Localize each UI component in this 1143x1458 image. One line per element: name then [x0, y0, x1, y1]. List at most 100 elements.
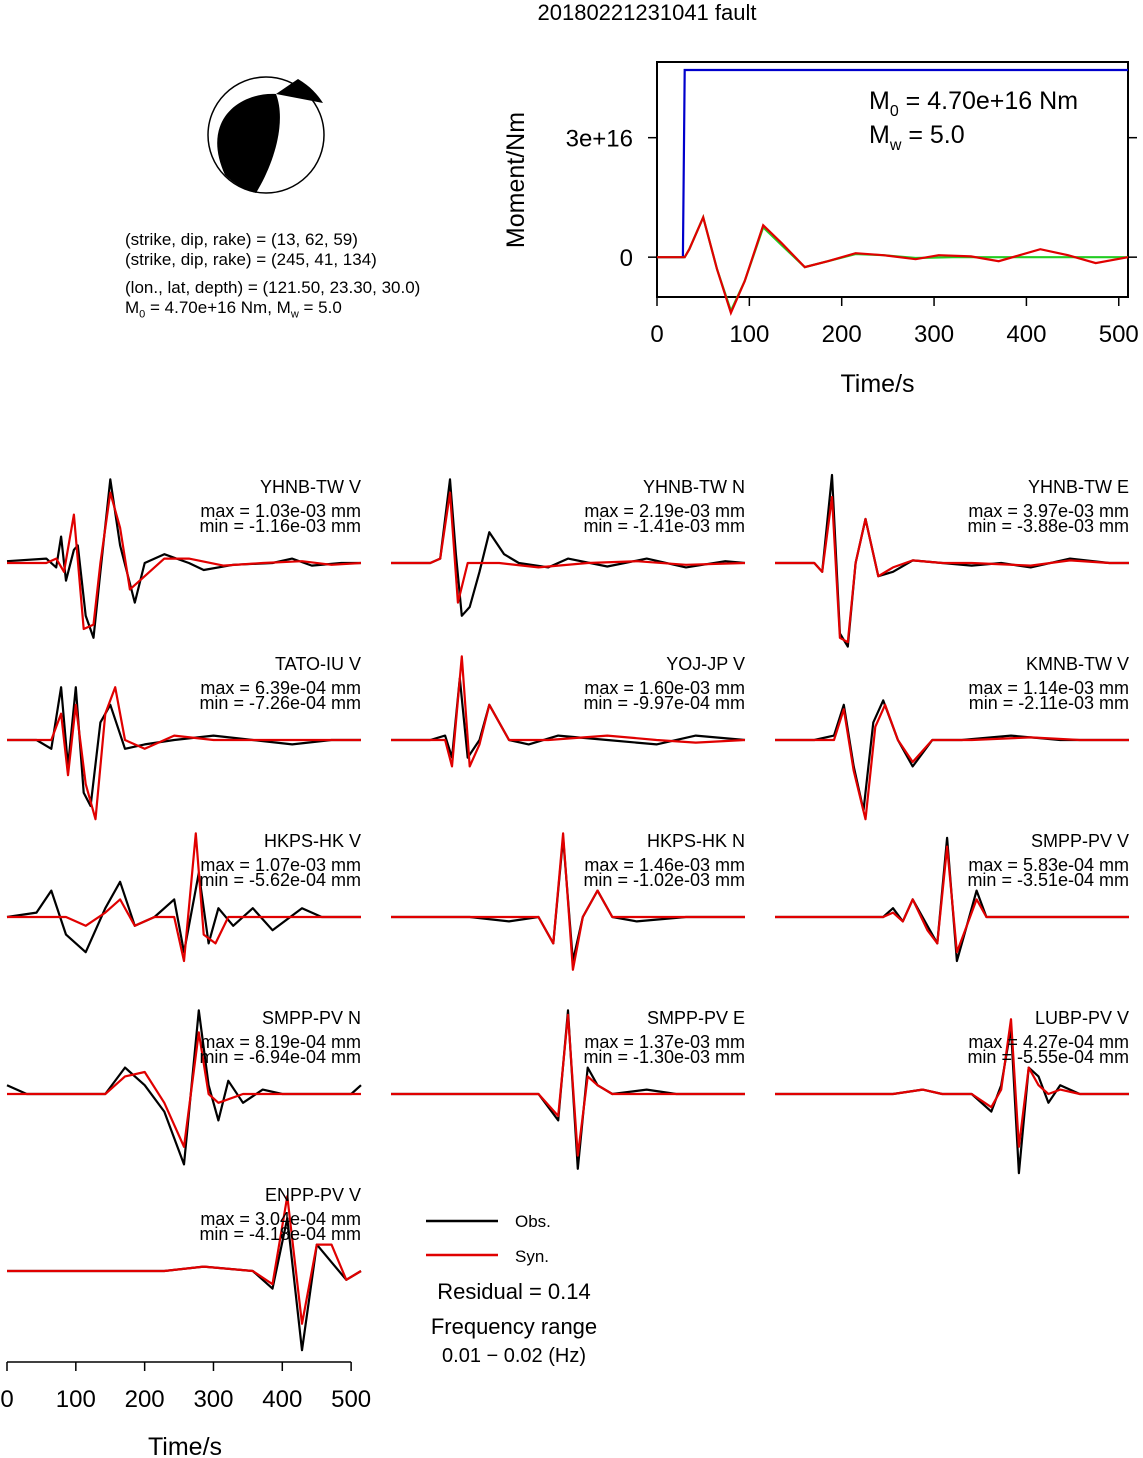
stf-x-tick-label: 400	[1006, 321, 1046, 348]
stf-y-tick-label: 0	[620, 245, 633, 272]
stf-frame	[656, 61, 1129, 298]
station-max: max = 1.07e-03 mm	[200, 855, 361, 875]
station-max: max = 3.04e-04 mm	[200, 1209, 361, 1229]
observed-trace	[775, 473, 1129, 648]
time-axis-tick-label: 0	[0, 1386, 13, 1413]
station-max: max = 1.46e-03 mm	[584, 855, 745, 875]
station-min: min = -3.51e-04 mm	[967, 870, 1129, 890]
station-label: YHNB-TW V	[260, 477, 361, 497]
stf-m0-annotation: M0 = 4.70e+16 Nm	[869, 87, 1078, 120]
stf-m0-value: = 4.70e+16 Nm	[899, 87, 1078, 115]
time-axis-label: Time/s	[148, 1433, 222, 1458]
station-max: max = 1.37e-03 mm	[584, 1032, 745, 1052]
station-max: max = 1.60e-03 mm	[584, 678, 745, 698]
legend-obs-label: Obs.	[515, 1212, 551, 1231]
observed-trace	[6, 871, 361, 954]
station-min: min = -5.55e-04 mm	[967, 1047, 1129, 1067]
station-label: HKPS-HK V	[264, 831, 361, 851]
station-label: YOJ-JP V	[666, 654, 745, 674]
stf-mw-symbol: M	[869, 121, 890, 149]
synthetic-trace	[7, 1031, 361, 1148]
m0-subscript: 0	[139, 308, 146, 321]
hypocenter: (lon., lat, depth) = (121.50, 23.30, 30.…	[125, 278, 421, 297]
synthetic-trace	[775, 1018, 1129, 1148]
station-label: TATO-IU V	[275, 654, 361, 674]
station-label: SMPP-PV E	[647, 1008, 745, 1028]
stf-mw-annotation: Mw = 5.0	[869, 121, 965, 154]
time-axis-tick-label: 400	[262, 1386, 302, 1413]
m0-value: = 4.70e+16 Nm, M	[145, 298, 291, 317]
station-max: max = 4.27e-04 mm	[968, 1032, 1129, 1052]
station-min: min = -7.26e-04 mm	[199, 693, 361, 713]
station-label: HKPS-HK N	[647, 831, 745, 851]
moment-magnitude-line: M0 = 4.70e+16 Nm, Mw = 5.0	[125, 298, 420, 324]
synthetic-trace	[391, 832, 745, 971]
legend: Obs. Syn.	[426, 1212, 551, 1266]
legend-syn-label: Syn.	[515, 1247, 549, 1266]
synthetic-trace	[775, 495, 1129, 644]
station-min: min = -1.02e-03 mm	[583, 870, 745, 890]
synthetic-trace	[7, 491, 362, 631]
time-axis-tick-label: 500	[331, 1386, 371, 1413]
stf-x-axis-label: Time/s	[840, 370, 914, 398]
station-max: max = 8.19e-04 mm	[200, 1032, 361, 1052]
synthetic-trace	[391, 655, 746, 768]
station-max: max = 1.14e-03 mm	[968, 678, 1129, 698]
moment-rate-chart: 0 100 200 300 400 500 0 3e+16 Time/s Moment/Nm M0 …	[502, 61, 1139, 398]
mw-value: = 5.0	[298, 298, 342, 317]
station-max: max = 3.97e-03 mm	[968, 501, 1129, 521]
synthetic-trace	[7, 686, 361, 821]
station-label: LUBP-PV V	[1035, 1008, 1129, 1028]
station-max: max = 1.03e-03 mm	[200, 501, 361, 521]
stf-x-tick-label: 0	[650, 321, 663, 348]
stf-x-tick-label: 500	[1099, 321, 1139, 348]
waveform-time-axis: 0 100 200 300 400 500 Time/s	[0, 1361, 371, 1458]
figure-title: 20180221231041 fault	[538, 0, 757, 25]
station-min: min = -1.30e-03 mm	[583, 1047, 745, 1067]
stf-m0-symbol: M	[869, 87, 890, 115]
station-min: min = -5.62e-04 mm	[199, 870, 361, 890]
observed-trace	[775, 699, 1129, 812]
frequency-range-label: Frequency range	[431, 1314, 597, 1339]
stf-x-tick-label: 200	[822, 321, 862, 348]
station-min: min = -6.94e-04 mm	[199, 1047, 361, 1067]
time-axis-tick-label: 200	[125, 1386, 165, 1413]
observed-trace	[391, 478, 746, 617]
station-label: SMPP-PV N	[262, 1008, 361, 1028]
synthetic-trace	[775, 703, 1129, 821]
time-axis-tick-label: 300	[193, 1386, 233, 1413]
stf-series-red	[657, 213, 1129, 317]
station-min: min = -4.18e-04 mm	[199, 1224, 361, 1244]
station-label: YHNB-TW N	[643, 477, 745, 497]
mw-subscript: w	[290, 308, 299, 321]
time-axis-tick-label: 100	[56, 1386, 96, 1413]
synthetic-trace	[775, 845, 1129, 954]
station-label: SMPP-PV V	[1031, 831, 1129, 851]
synthetic-trace	[7, 832, 361, 963]
beachball	[207, 76, 325, 194]
station-max: max = 5.83e-04 mm	[968, 855, 1129, 875]
station-max: max = 2.19e-03 mm	[584, 501, 745, 521]
stf-y-axis-label: Moment/Nm	[502, 112, 530, 248]
synthetic-trace	[391, 491, 746, 604]
stf-y-tick-label: 3e+16	[566, 126, 633, 153]
nodal-plane-2: (strike, dip, rake) = (245, 41, 134)	[125, 250, 377, 269]
station-max: max = 6.39e-04 mm	[200, 678, 361, 698]
station-min: min = -1.16e-03 mm	[199, 516, 361, 536]
beachball-compression-cap	[276, 79, 323, 103]
stf-m0-subscript: 0	[890, 103, 899, 120]
beachball-compression-lobe	[217, 93, 280, 193]
frequency-range-value: 0.01 − 0.02 (Hz)	[442, 1345, 586, 1367]
